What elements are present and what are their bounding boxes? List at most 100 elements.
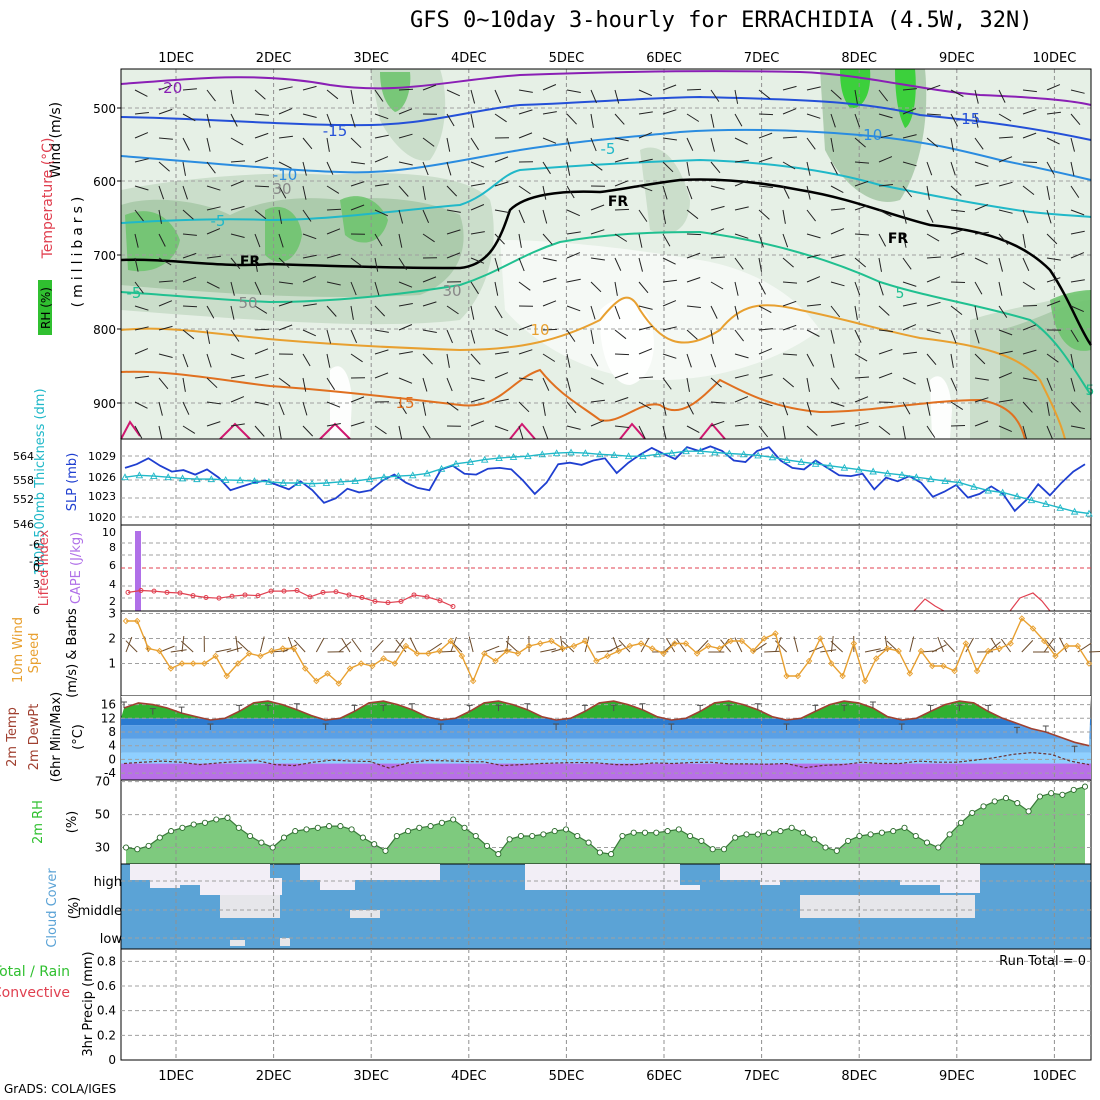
- wind-barb: [350, 305, 354, 320]
- wind-barb: [1070, 279, 1085, 283]
- wind-barb: [782, 401, 789, 416]
- wind10-marker: [906, 670, 914, 677]
- wind-barb: [206, 377, 218, 389]
- wind-barb: [734, 206, 749, 211]
- temp-tick: -4: [104, 766, 116, 780]
- wind-barb: [350, 89, 355, 104]
- wind-barb: [782, 425, 786, 440]
- wind-barb: [902, 302, 917, 307]
- wind-barb: [710, 89, 720, 102]
- wind10-barb: [351, 638, 362, 653]
- wind-barb: [758, 348, 773, 355]
- wind-barb: [446, 252, 461, 259]
- lifted-index-marker: [450, 604, 456, 610]
- wind10-barb: [237, 640, 250, 653]
- thickness-marker: [495, 454, 503, 462]
- wind-barb: [974, 397, 989, 403]
- li-grid: [121, 525, 1091, 611]
- wind10-barb: [665, 638, 676, 653]
- wind-barb: [206, 421, 221, 427]
- rh-marker: [698, 837, 705, 844]
- contour-label: 10: [530, 321, 549, 339]
- wind-barb: [398, 209, 404, 224]
- wind-barb: [158, 108, 173, 115]
- wind-barb: [950, 137, 954, 152]
- wind-barb: [254, 113, 269, 116]
- temperature-contour: [120, 178, 1093, 346]
- wind-barb: [542, 300, 557, 307]
- wind-barb: [926, 233, 940, 242]
- wind-barb: [830, 113, 836, 128]
- rh-marker: [314, 824, 321, 831]
- wind10-marker: [324, 670, 331, 677]
- wind-barb: [1070, 161, 1075, 176]
- wind-barb: [446, 209, 461, 213]
- lifted-index-tick: -3: [29, 555, 40, 568]
- wind-barb: [758, 113, 774, 116]
- wind-barb: [206, 401, 221, 405]
- slp-grid: [121, 439, 1091, 525]
- wind10-marker: [884, 645, 891, 652]
- precip-tick: 0: [108, 1053, 116, 1067]
- lifted-index-marker: [281, 588, 287, 594]
- day-label-top: 5DEC: [549, 51, 585, 66]
- wind-barb: [614, 329, 627, 340]
- thickness-marker: [869, 467, 877, 475]
- wind-barb: [302, 303, 317, 307]
- wind-barb: [254, 257, 258, 272]
- thickness-marker: [121, 473, 129, 481]
- wind-barb: [758, 374, 773, 379]
- thickness-marker: [365, 475, 374, 483]
- wind10-marker: [413, 650, 421, 657]
- wind-barb: [1046, 84, 1061, 91]
- wind-barb: [134, 348, 149, 355]
- wind-barb: [806, 233, 821, 239]
- lifted-index-marker: [138, 587, 144, 593]
- wind10-barb: [607, 644, 622, 653]
- wind-barb: [878, 372, 893, 379]
- wind-barb: [638, 111, 653, 115]
- wind-barb: [758, 132, 773, 139]
- wind10-marker: [895, 647, 902, 655]
- wind-barb: [254, 233, 261, 248]
- minmax-marker: [783, 723, 790, 730]
- wind-barb: [974, 161, 989, 167]
- wind-barb: [494, 209, 509, 213]
- wind-barb: [878, 305, 890, 316]
- wind-barb: [662, 84, 677, 91]
- wind-barb: [566, 161, 571, 176]
- wind10-marker: [436, 647, 443, 655]
- wind-barb: [470, 113, 475, 128]
- rh-marker: [326, 823, 333, 830]
- cloud-level-label: low: [100, 932, 123, 947]
- wind10-barb: [720, 639, 732, 653]
- wind10-barb: [764, 650, 781, 653]
- wind-barb: [902, 88, 917, 91]
- wind10-barb: [540, 648, 557, 653]
- wind-barb: [494, 281, 499, 296]
- thickness-marker: [466, 457, 475, 465]
- wind10-barb: [235, 636, 239, 653]
- wind-barb: [902, 324, 917, 331]
- wind10-marker: [223, 672, 231, 680]
- wind-barb: [998, 209, 1013, 214]
- wind-barb: [614, 233, 628, 242]
- wind-barb: [854, 89, 858, 104]
- wind10-marker: [301, 665, 309, 672]
- thickness-marker: [265, 477, 273, 485]
- wind-barb: [470, 420, 485, 427]
- wind-barb: [566, 329, 576, 342]
- wind-barb: [830, 228, 845, 235]
- day-label-top: 8DEC: [841, 51, 877, 66]
- wind-barb: [734, 233, 749, 239]
- wind10-marker: [604, 652, 611, 660]
- wind10-marker: [178, 660, 186, 667]
- wind-barb: [566, 231, 581, 235]
- wind-barb: [374, 329, 389, 333]
- wind-barb: [590, 281, 602, 293]
- cloud-level-label: middle: [78, 904, 122, 919]
- wind-barb: [206, 255, 221, 259]
- rh-marker: [980, 803, 987, 810]
- wind-barb: [926, 113, 942, 116]
- wind-barb: [806, 185, 811, 200]
